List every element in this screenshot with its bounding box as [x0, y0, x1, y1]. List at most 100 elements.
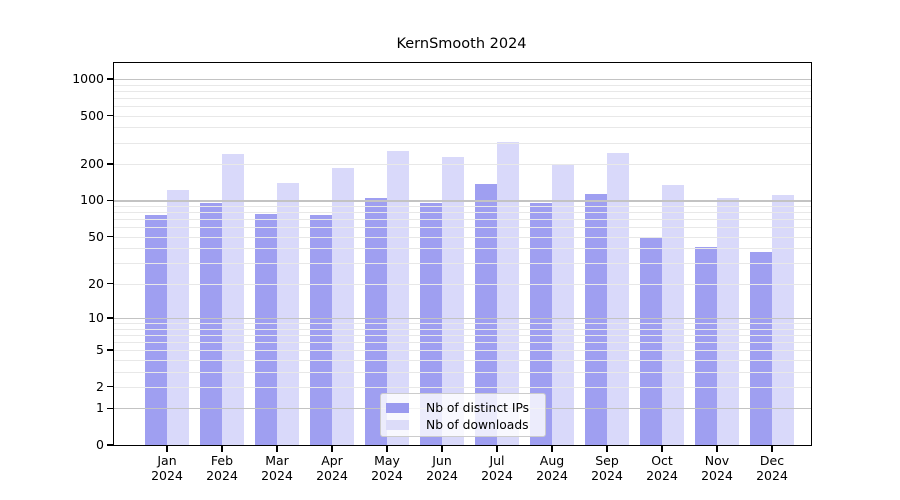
bar-downloads-aug	[552, 164, 574, 445]
bar-distinct-ips-jan	[145, 214, 167, 445]
x-tick-label: Jul 2024	[481, 453, 513, 483]
x-tick-label: Oct 2024	[646, 453, 678, 483]
x-tick-label: Jun 2024	[426, 453, 458, 483]
x-tick-mark	[331, 445, 333, 452]
gridline-major	[114, 200, 811, 202]
y-tick-label: 50	[88, 228, 104, 244]
gridline-minor	[114, 90, 811, 92]
legend-label-distinct-ips: Nb of distinct IPs	[426, 401, 530, 415]
x-tick-mark	[386, 445, 388, 452]
x-tick-label: Dec 2024	[756, 453, 788, 483]
bar-downloads-jun	[442, 157, 464, 445]
bar-downloads-apr	[332, 168, 354, 445]
x-tick-mark	[221, 445, 223, 452]
bar-downloads-sep	[607, 153, 629, 445]
x-tick-mark	[716, 445, 718, 452]
x-tick-label: Sep 2024	[591, 453, 623, 483]
y-tick-label: 200	[80, 156, 104, 171]
bar-distinct-ips-jul	[475, 184, 497, 445]
x-tick-mark	[661, 445, 663, 452]
y-tick-label: 1	[96, 400, 104, 416]
y-tick-mark	[107, 317, 114, 319]
x-tick-label: Mar 2024	[261, 453, 293, 483]
y-tick-mark	[107, 444, 114, 446]
chart-title: KernSmooth 2024	[396, 36, 527, 52]
gridline-minor	[114, 84, 811, 86]
y-tick-label: 100	[80, 192, 104, 208]
bar-distinct-ips-may	[365, 197, 387, 445]
x-tick-mark	[441, 445, 443, 452]
y-tick-label: 500	[80, 107, 104, 123]
y-tick-mark	[107, 386, 114, 388]
gridline-minor	[114, 205, 811, 207]
x-tick-mark	[606, 445, 608, 452]
x-tick-label: Apr 2024	[316, 453, 348, 483]
x-tick-mark	[496, 445, 498, 452]
y-tick-label: 5	[96, 342, 104, 358]
y-tick-label: 2	[96, 378, 104, 394]
y-tick-mark	[107, 78, 114, 80]
bar-distinct-ips-nov	[695, 246, 717, 445]
y-tick-mark	[107, 407, 114, 409]
bar-downloads-may	[387, 150, 409, 445]
x-tick-label: Jan 2024	[151, 453, 183, 483]
gridline-minor	[114, 142, 811, 144]
gridline-minor	[114, 386, 811, 388]
y-tick-mark	[107, 282, 114, 285]
y-tick-label: 0	[96, 437, 104, 452]
x-tick-label: Feb 2024	[206, 453, 238, 483]
y-tick-label: 10	[88, 309, 104, 325]
gridline-minor	[114, 350, 811, 352]
gridline-minor	[114, 164, 811, 165]
gridline-minor	[114, 236, 811, 238]
x-tick-label: Nov 2024	[701, 453, 733, 483]
bar-downloads-feb	[222, 153, 244, 445]
bar-downloads-jul	[497, 142, 519, 445]
gridline-minor	[114, 334, 811, 336]
y-tick-label: 1000	[72, 70, 104, 86]
y-tick-mark	[107, 235, 114, 238]
gridline-minor	[114, 283, 811, 285]
bar-distinct-ips-oct	[640, 236, 662, 445]
y-tick-mark	[107, 199, 114, 202]
y-tick-mark	[107, 349, 114, 351]
x-tick-mark	[551, 445, 553, 452]
gridline-major	[114, 317, 811, 320]
gridline-major	[114, 78, 811, 81]
plot-area: Dec 2024 Nov 2024 Oct 2024 Sep 2024 Aug 2024 Jul 20…	[72, 62, 812, 483]
y-tick-mark	[107, 114, 114, 117]
legend-label-downloads: Nb of downloads	[426, 418, 529, 432]
gridline-minor	[114, 127, 811, 129]
gridline-minor	[114, 219, 811, 221]
gridline-minor	[114, 328, 811, 330]
y-tick-mark	[107, 163, 114, 165]
legend-swatch-downloads	[386, 420, 409, 430]
bar-distinct-ips-sep	[585, 193, 607, 445]
legend-swatch-distinct-ips	[386, 403, 409, 413]
bar-distinct-ips-apr	[310, 214, 332, 445]
y-tick-label: 20	[88, 275, 104, 291]
legend-box: Nb of distinct IPs Nb of downloads	[380, 393, 546, 437]
bar-distinct-ips-dec	[750, 252, 772, 445]
gridline-minor	[114, 212, 811, 214]
bar-downloads-mar	[277, 182, 299, 445]
x-tick-mark	[276, 445, 278, 452]
gridline-minor	[114, 323, 811, 324]
legend-item-distinct-ips: Nb of distinct IPs	[386, 400, 545, 416]
x-tick-label: Aug 2024	[536, 453, 568, 483]
bar-downloads-jan	[167, 190, 189, 445]
gridline-minor	[114, 263, 811, 265]
gridline-minor	[114, 105, 811, 107]
gridline-minor	[114, 248, 811, 250]
gridline-minor	[114, 97, 811, 99]
legend-item-downloads: Nb of downloads	[386, 417, 545, 433]
bar-downloads-dec	[772, 195, 794, 445]
gridline-minor	[114, 115, 811, 117]
bar-downloads-oct	[662, 184, 684, 445]
x-tick-mark	[771, 445, 773, 452]
bar-downloads-nov	[717, 197, 739, 445]
x-tick-mark	[166, 445, 168, 452]
gridline-minor	[114, 371, 811, 373]
x-tick-label: May 2024	[371, 453, 403, 483]
